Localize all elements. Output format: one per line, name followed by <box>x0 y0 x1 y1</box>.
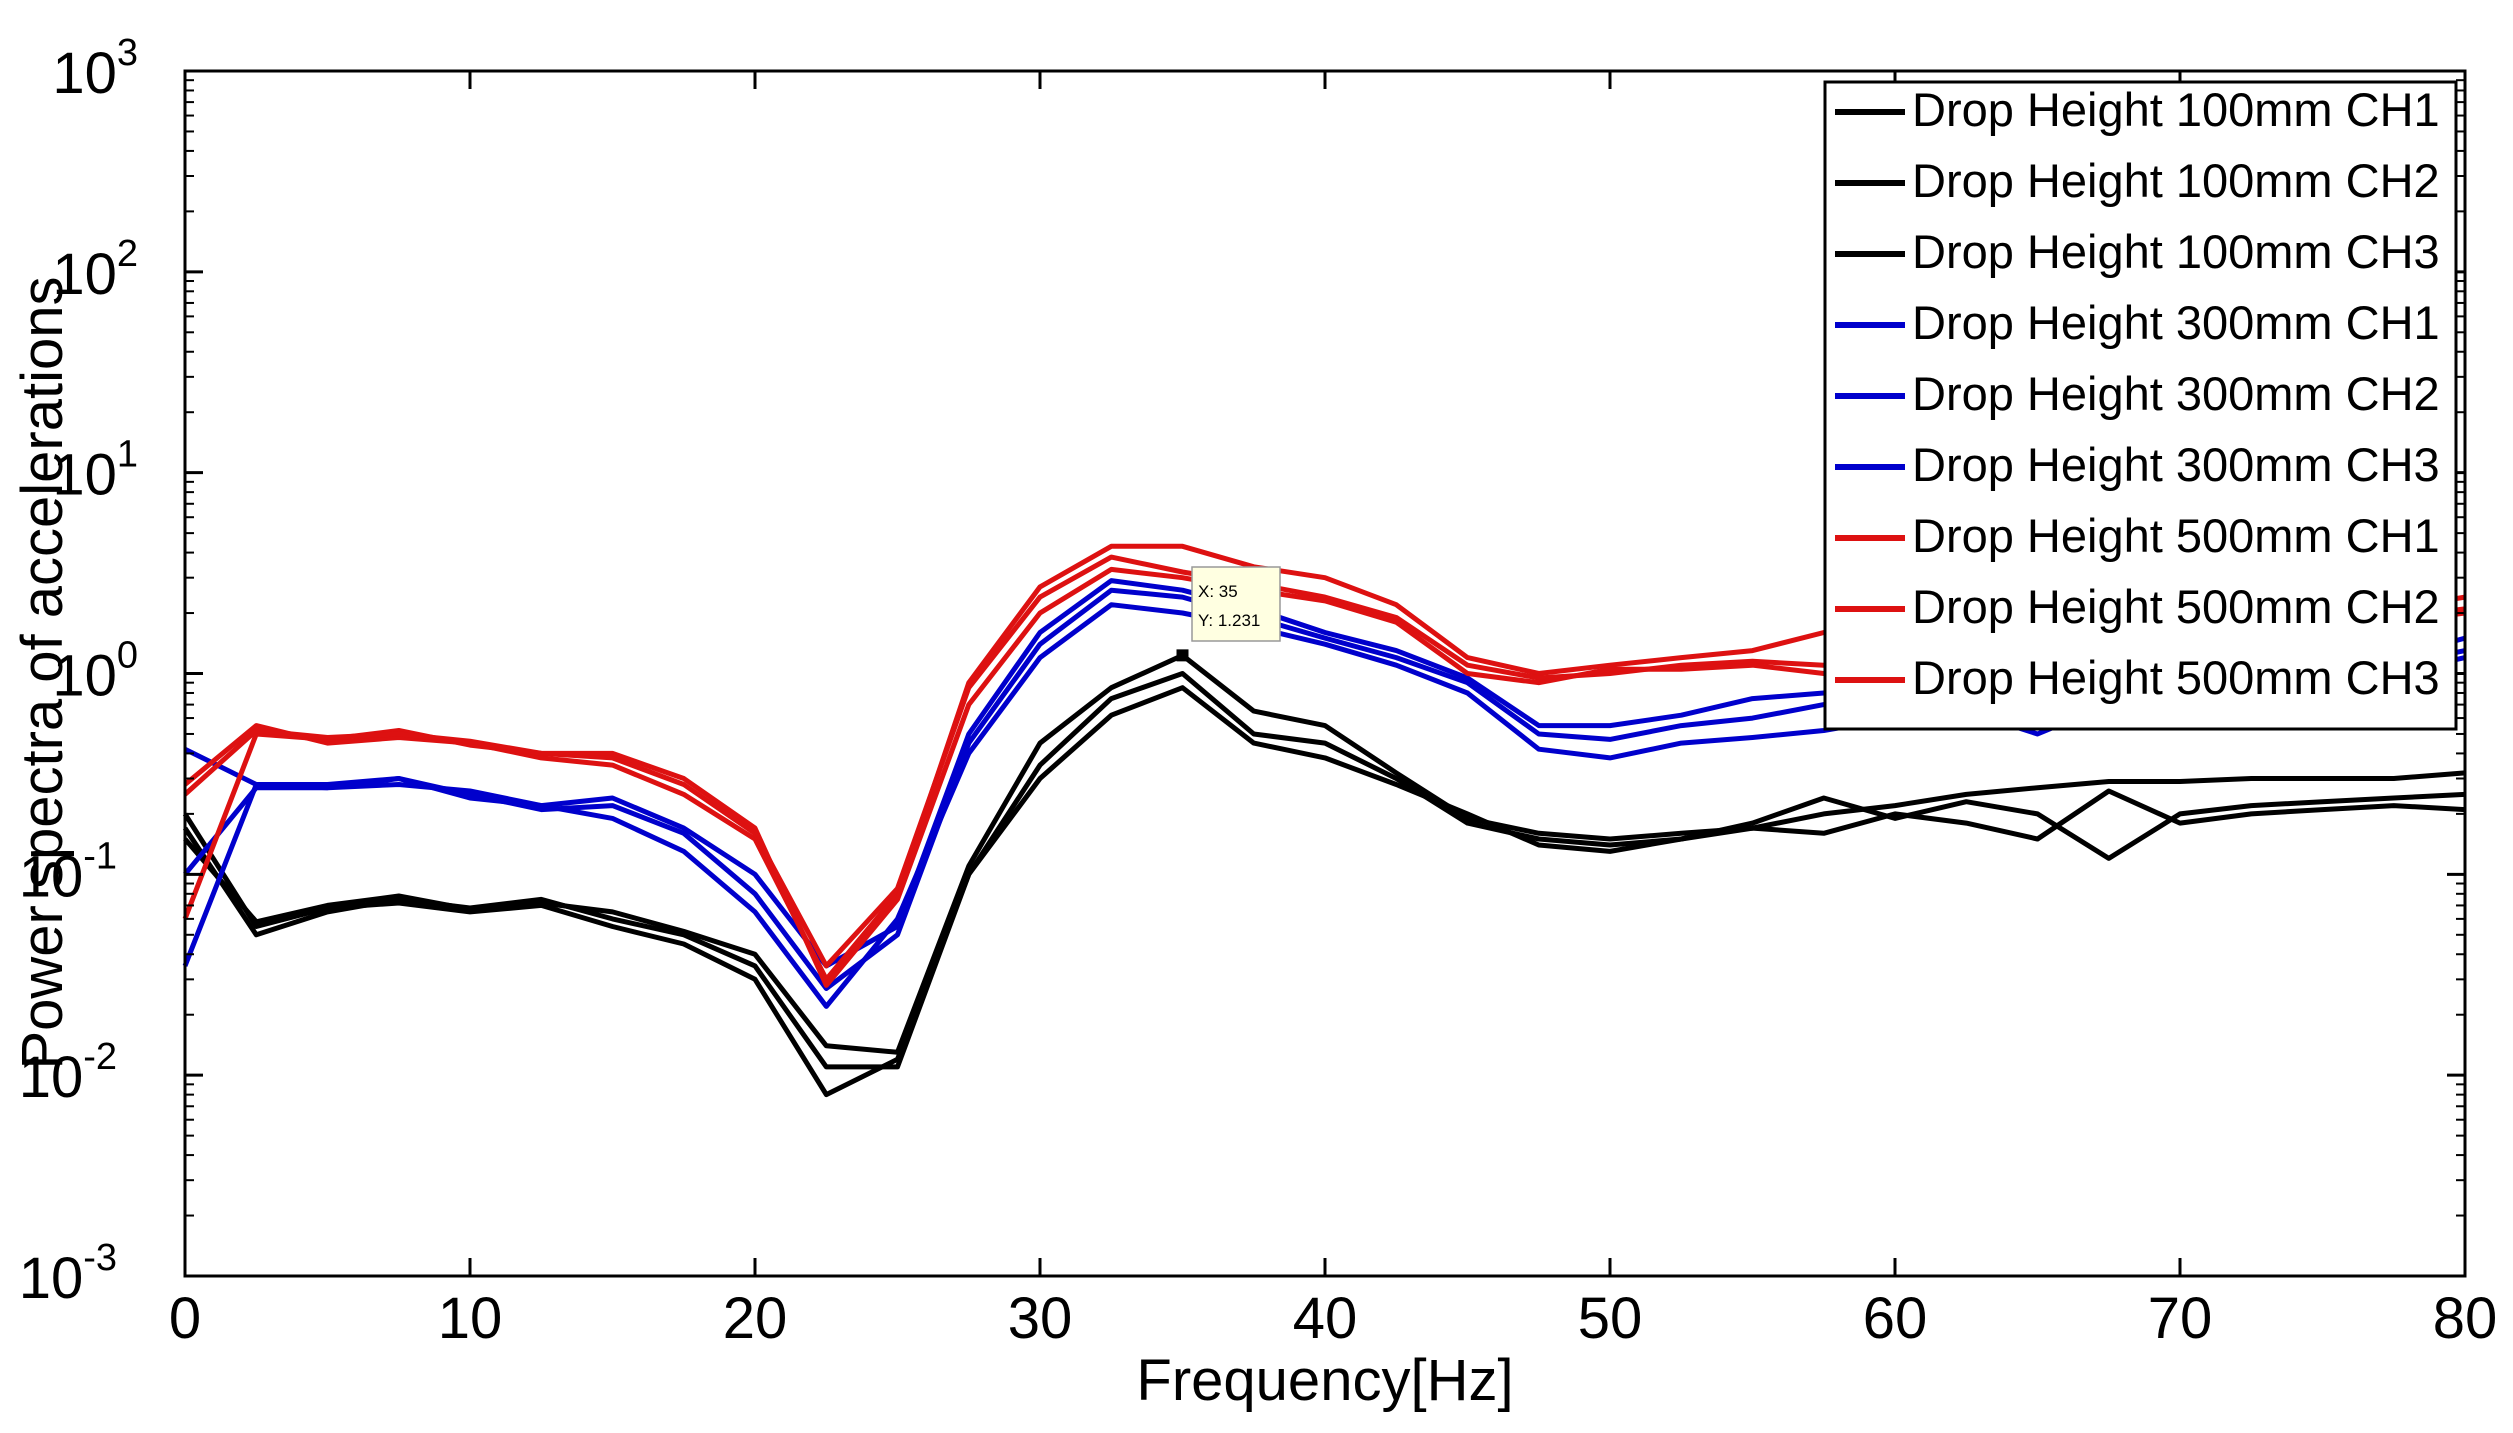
y-axis-title: Power spectra of accelerations <box>10 276 75 1069</box>
legend-label: Drop Height 300mm CH1 <box>1912 296 2440 349</box>
datatip-marker <box>1176 649 1189 662</box>
x-tick-label: 70 <box>2148 1286 2213 1351</box>
x-tick-label: 0 <box>169 1286 201 1351</box>
legend-label: Drop Height 300mm CH2 <box>1912 367 2440 420</box>
datatip-box <box>1191 566 1281 642</box>
legend-box <box>1823 80 2458 731</box>
datatip[interactable]: X: 35 Y: 1.231 <box>1176 566 1281 662</box>
legend-label: Drop Height 100mm CH2 <box>1912 154 2440 207</box>
y-tick-label: 102 <box>52 233 138 307</box>
x-tick-label: 10 <box>438 1286 503 1351</box>
legend-label: Drop Height 500mm CH1 <box>1912 509 2440 562</box>
legend-label: Drop Height 500mm CH2 <box>1912 580 2440 633</box>
legend-label: Drop Height 100mm CH1 <box>1912 83 2440 136</box>
legend-label: Drop Height 300mm CH3 <box>1912 438 2440 491</box>
legend: Drop Height 100mm CH1 Drop Height 100mm C… <box>1823 80 2458 731</box>
x-tick-labels: 0 10 20 30 40 50 60 70 80 <box>169 1286 2497 1351</box>
x-tick-label: 50 <box>1578 1286 1643 1351</box>
legend-label: Drop Height 500mm CH3 <box>1912 651 2440 704</box>
legend-items: Drop Height 100mm CH1 Drop Height 100mm C… <box>1835 83 2440 704</box>
series-line-3 <box>183 652 2466 1055</box>
tick-marks <box>183 69 2467 1278</box>
x-tick-label: 80 <box>2433 1286 2498 1351</box>
x-tick-label: 30 <box>1008 1286 1073 1351</box>
x-tick-label: 20 <box>723 1286 788 1351</box>
series-line-1 <box>182 685 2466 1098</box>
legend-label: Drop Height 100mm CH3 <box>1912 225 2440 278</box>
x-tick-label: 60 <box>1863 1286 1928 1351</box>
datatip-x-text: X: 35 <box>1198 582 1238 601</box>
x-axis-title: Frequency[Hz] <box>1136 1348 1513 1413</box>
x-tick-label: 40 <box>1293 1286 1358 1351</box>
y-tick-label: 100 <box>52 635 138 709</box>
datatip-y-text: Y: 1.231 <box>1198 611 1260 630</box>
